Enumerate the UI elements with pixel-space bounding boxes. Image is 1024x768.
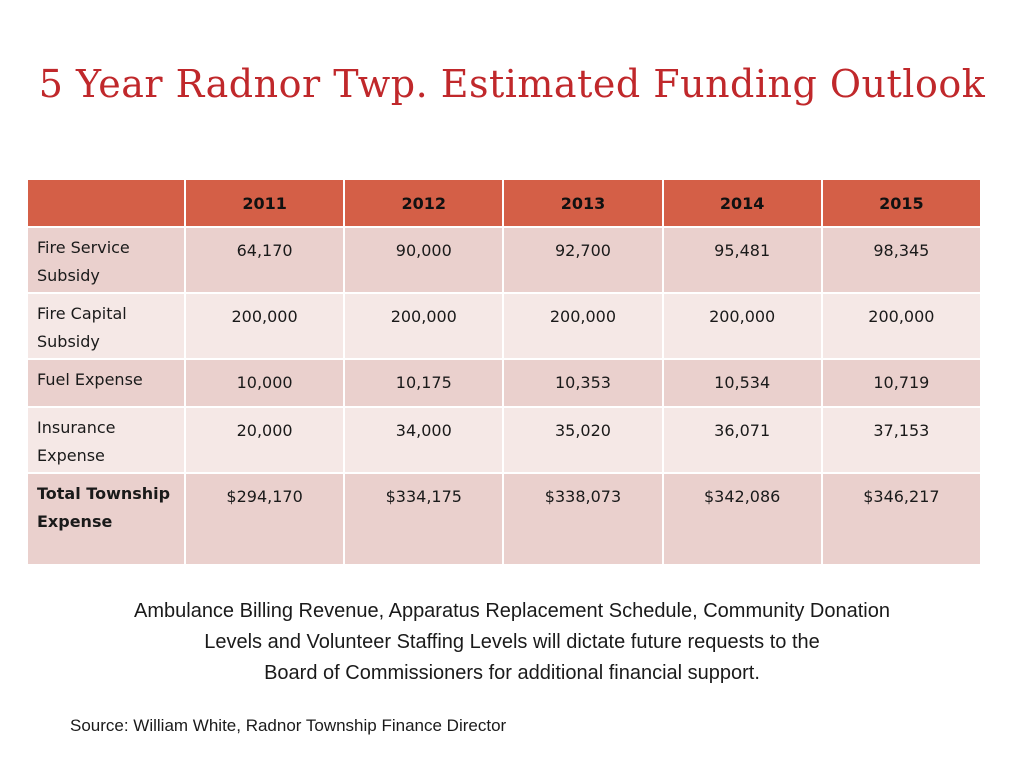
table-cell: 10,175: [343, 358, 505, 408]
row-label: Total Township Expense: [26, 472, 186, 566]
table-cell: 34,000: [343, 406, 505, 474]
table-cell: 64,170: [183, 226, 346, 294]
table-cell: 200,000: [502, 292, 664, 360]
row-label: Fuel Expense: [26, 358, 186, 408]
table-cell: 37,153: [820, 406, 983, 474]
table-cell: 10,000: [183, 358, 346, 408]
table-header-row: 2011 2012 2013 2014 2015: [26, 178, 983, 228]
table-cell: 98,345: [820, 226, 983, 294]
table-cell: 200,000: [661, 292, 823, 360]
header-year-2013: 2013: [502, 178, 664, 228]
table-cell: 20,000: [183, 406, 346, 474]
table-row-total-township-expense: Total Township Expense $294,170 $334,175…: [26, 472, 983, 566]
table-cell: $342,086: [661, 472, 823, 566]
header-year-2011: 2011: [183, 178, 346, 228]
row-label: Insurance Expense: [26, 406, 186, 474]
slide-title: 5 Year Radnor Twp. Estimated Funding Out…: [38, 62, 986, 106]
table-row-insurance-expense: Insurance Expense 20,000 34,000 35,020 3…: [26, 406, 983, 474]
table-cell: 10,353: [502, 358, 664, 408]
table-cell: 200,000: [343, 292, 505, 360]
table-cell: $334,175: [343, 472, 505, 566]
table-cell: 10,534: [661, 358, 823, 408]
table-cell: 35,020: [502, 406, 664, 474]
table-cell: 10,719: [820, 358, 983, 408]
table-cell: $338,073: [502, 472, 664, 566]
table-cell: 90,000: [343, 226, 505, 294]
table-cell: 36,071: [661, 406, 823, 474]
row-label: Fire Capital Subsidy: [26, 292, 186, 360]
table-cell: $346,217: [820, 472, 983, 566]
table-cell: 92,700: [502, 226, 664, 294]
table-row-fire-capital-subsidy: Fire Capital Subsidy 200,000 200,000 200…: [26, 292, 983, 360]
header-year-2012: 2012: [343, 178, 505, 228]
table-row-fuel-expense: Fuel Expense 10,000 10,175 10,353 10,534…: [26, 358, 983, 408]
footnote-line: Board of Commissioners for additional fi…: [264, 662, 760, 684]
table-cell: $294,170: [183, 472, 346, 566]
table-cell: 200,000: [820, 292, 983, 360]
source-citation: Source: William White, Radnor Township F…: [70, 716, 507, 735]
table-cell: 200,000: [183, 292, 346, 360]
header-year-2014: 2014: [661, 178, 823, 228]
table-cell: 95,481: [661, 226, 823, 294]
header-year-2015: 2015: [820, 178, 983, 228]
header-corner-cell: [26, 178, 186, 228]
footnote-line: Ambulance Billing Revenue, Apparatus Rep…: [134, 600, 890, 622]
footnote-text: Ambulance Billing Revenue, Apparatus Rep…: [0, 596, 1024, 689]
footnote-line: Levels and Volunteer Staffing Levels wil…: [204, 631, 820, 653]
row-label: Fire Service Subsidy: [26, 226, 186, 294]
funding-table: 2011 2012 2013 2014 2015 Fire Service Su…: [26, 178, 983, 566]
table-row-fire-service-subsidy: Fire Service Subsidy 64,170 90,000 92,70…: [26, 226, 983, 294]
